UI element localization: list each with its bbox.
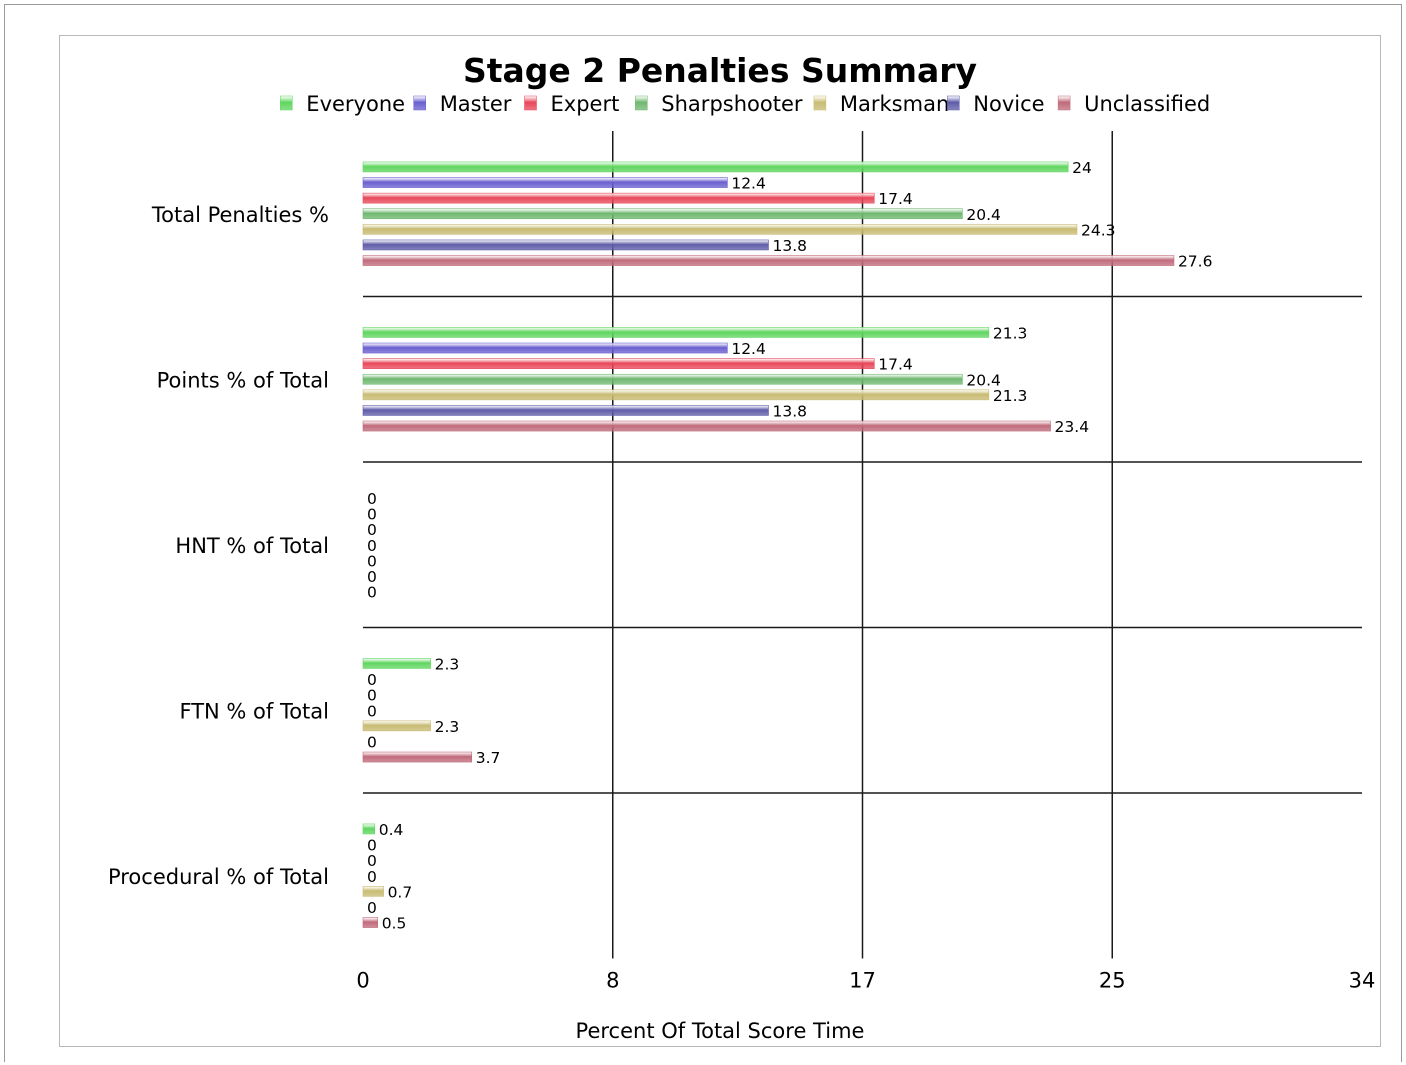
bar-value-label: 23.4 bbox=[1055, 418, 1090, 436]
legend-swatch-sharpshooter bbox=[635, 95, 648, 111]
bar-value-label: 21.3 bbox=[993, 324, 1028, 342]
bar-value-label: 0 bbox=[367, 671, 377, 689]
bar-value-label: 0.7 bbox=[388, 883, 413, 901]
bar-value-label: 0 bbox=[367, 702, 377, 720]
x-axis-label: Percent Of Total Score Time bbox=[576, 1019, 865, 1043]
legend-label-sharpshooter: Sharpshooter bbox=[661, 92, 803, 116]
penalties-bar-chart: Stage 2 Penalties Summary Everyone Master… bbox=[108, 51, 1375, 1043]
x-axis-ticks: 0 8 17 25 34 bbox=[356, 969, 1375, 993]
chart-frame bbox=[4, 4, 1402, 1062]
x-tick-label: 25 bbox=[1099, 969, 1126, 993]
gridlines bbox=[363, 131, 1362, 959]
legend-item-sharpshooter: Sharpshooter bbox=[635, 92, 803, 116]
x-tick-label: 34 bbox=[1349, 969, 1376, 993]
category-label-points-of-total: Points % of Total bbox=[157, 368, 329, 392]
legend-swatch-master bbox=[413, 95, 426, 111]
legend-swatch-everyone bbox=[280, 95, 293, 111]
bar-unclassified-points-of-total bbox=[362, 420, 1051, 432]
bar-unclassified-total-penalties bbox=[362, 255, 1175, 266]
bar-expert-total-penalties bbox=[362, 192, 875, 204]
bar-value-label: 21.3 bbox=[993, 387, 1028, 405]
bar-value-label: 0 bbox=[367, 687, 377, 705]
bar-everyone-procedural-of-total bbox=[362, 823, 376, 835]
bar-value-label: 0.4 bbox=[379, 821, 404, 839]
bar-sharpshooter-points-of-total bbox=[362, 373, 963, 385]
bar-value-label: 0 bbox=[367, 568, 377, 586]
legend-item-expert: Expert bbox=[524, 92, 620, 116]
x-tick-label: 0 bbox=[356, 969, 369, 993]
category-labels: Total Penalties % Points % of Total HNT % … bbox=[108, 203, 329, 889]
legend-item-novice: Novice bbox=[947, 92, 1045, 116]
legend-label-marksman: Marksman bbox=[840, 92, 949, 116]
legend-swatch-novice bbox=[947, 95, 960, 111]
bar-marksman-procedural-of-total bbox=[362, 886, 384, 897]
bar-value-label: 27.6 bbox=[1178, 253, 1213, 271]
bar-expert-points-of-total bbox=[362, 358, 875, 369]
bar-value-label: 12.4 bbox=[731, 175, 766, 193]
bar-value-label: 0 bbox=[367, 506, 377, 524]
legend-label-novice: Novice bbox=[973, 92, 1044, 116]
bar-value-label: 0 bbox=[367, 852, 377, 870]
legend-item-everyone: Everyone bbox=[280, 92, 405, 116]
x-tick-label: 17 bbox=[849, 969, 876, 993]
chart-panel: Stage 2 Penalties Summary Everyone Master… bbox=[59, 35, 1381, 1047]
bar-value-label: 17.4 bbox=[878, 190, 913, 208]
bar-everyone-points-of-total bbox=[362, 327, 990, 338]
bar-value-label: 24 bbox=[1072, 159, 1092, 177]
bar-value-label: 0 bbox=[367, 899, 377, 917]
legend-label-everyone: Everyone bbox=[306, 92, 405, 116]
bar-value-label: 17.4 bbox=[878, 356, 913, 374]
bar-novice-total-penalties bbox=[362, 239, 769, 251]
bar-value-label: 0 bbox=[367, 868, 377, 886]
bar-value-label: 13.8 bbox=[772, 402, 807, 420]
bar-value-label: 0 bbox=[367, 537, 377, 555]
x-tick-label: 8 bbox=[606, 969, 619, 993]
legend-item-master: Master bbox=[413, 92, 512, 116]
bar-master-points-of-total bbox=[362, 342, 728, 354]
legend-swatch-unclassified bbox=[1057, 95, 1071, 111]
bar-value-label: 0 bbox=[367, 490, 377, 508]
bar-value-label: 0.5 bbox=[382, 915, 407, 933]
legend-label-expert: Expert bbox=[551, 92, 620, 116]
legend-item-unclassified: Unclassified bbox=[1057, 92, 1210, 116]
bars: 24 12.4 17.4 20.4 24.3 13.8 27.6 21.3 12.4 17.4 20… bbox=[362, 159, 1213, 933]
bar-novice-points-of-total bbox=[362, 405, 769, 416]
bar-unclassified-ftn-of-total bbox=[362, 751, 473, 763]
category-label-hnt-of-total: HNT % of Total bbox=[175, 534, 329, 558]
bar-value-label: 3.7 bbox=[476, 749, 501, 767]
bar-value-label: 24.3 bbox=[1081, 221, 1116, 239]
bar-value-label: 2.3 bbox=[435, 718, 460, 736]
bar-marksman-points-of-total bbox=[362, 389, 990, 401]
bar-everyone-ftn-of-total bbox=[362, 658, 431, 669]
category-label-procedural-of-total: Procedural % of Total bbox=[108, 865, 329, 889]
bar-value-label: 2.3 bbox=[435, 655, 460, 673]
legend-label-master: Master bbox=[440, 92, 512, 116]
bar-value-label: 0 bbox=[367, 521, 377, 539]
bar-value-label: 12.4 bbox=[731, 340, 766, 358]
chart-title: Stage 2 Penalties Summary bbox=[463, 51, 977, 90]
bar-value-label: 0 bbox=[367, 584, 377, 602]
legend-swatch-expert bbox=[524, 95, 537, 111]
bar-value-label: 20.4 bbox=[966, 206, 1001, 224]
bar-master-total-penalties bbox=[362, 177, 728, 188]
category-label-total-penalties: Total Penalties % bbox=[151, 203, 329, 227]
legend-label-unclassified: Unclassified bbox=[1084, 92, 1210, 116]
bar-value-label: 0 bbox=[367, 552, 377, 570]
bar-sharpshooter-total-penalties bbox=[362, 208, 963, 220]
category-label-ftn-of-total: FTN % of Total bbox=[179, 699, 329, 723]
bar-value-label: 20.4 bbox=[966, 371, 1001, 389]
legend-item-marksman: Marksman bbox=[813, 92, 949, 116]
bar-unclassified-procedural-of-total bbox=[362, 917, 378, 928]
legend-swatch-marksman bbox=[813, 95, 827, 111]
bar-marksman-total-penalties bbox=[362, 224, 1078, 235]
bar-marksman-ftn-of-total bbox=[362, 720, 431, 732]
bar-value-label: 0 bbox=[367, 837, 377, 855]
legend: Everyone Master Expert Sharpshooter Marksman… bbox=[280, 92, 1210, 116]
bar-everyone-total-penalties bbox=[362, 161, 1069, 173]
bar-value-label: 0 bbox=[367, 733, 377, 751]
bar-value-label: 13.8 bbox=[772, 237, 807, 255]
